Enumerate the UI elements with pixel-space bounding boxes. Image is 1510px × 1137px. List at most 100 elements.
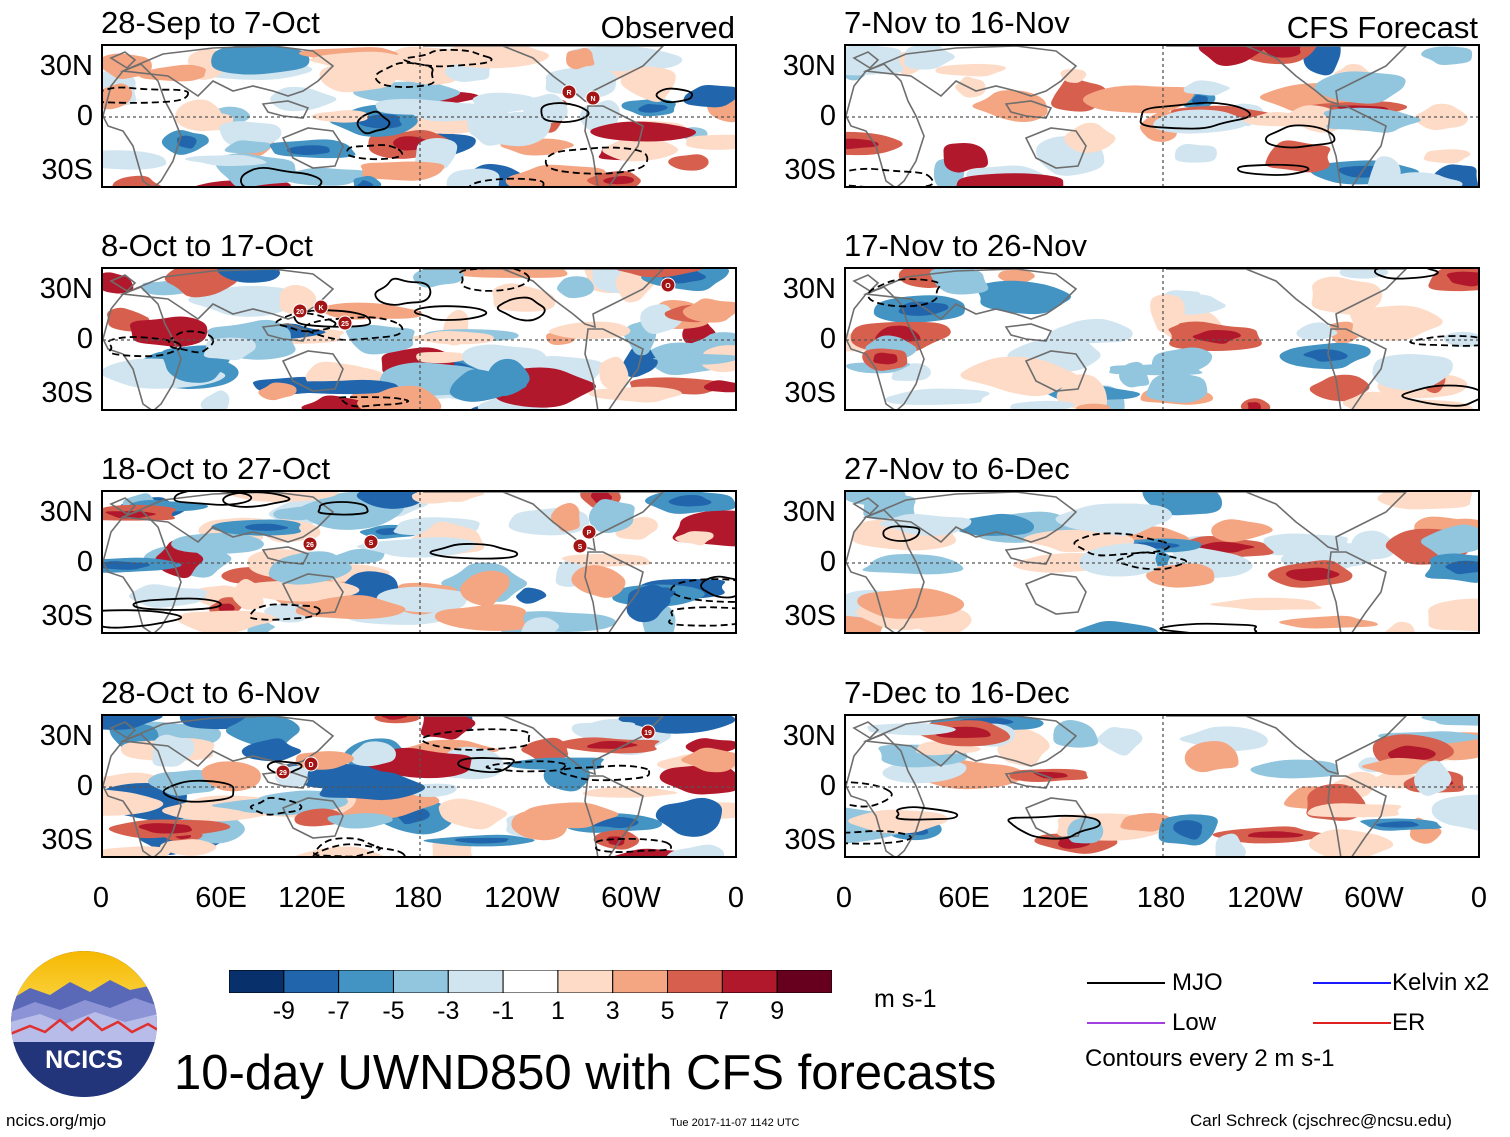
easterly-anomaly-shading [375, 98, 468, 115]
coastline [1004, 100, 1053, 119]
panel-title: 7-Nov to 16-Nov [844, 5, 1070, 40]
mjo-contour [240, 166, 323, 186]
map-panel [844, 267, 1480, 411]
easterly-anomaly-shading [270, 86, 337, 112]
coastline [862, 492, 1078, 544]
coastline [261, 546, 310, 565]
westerly-anomaly-shading [521, 737, 569, 762]
easterly-anomaly-shading [1119, 361, 1150, 388]
westerly-anomaly-core [954, 150, 979, 165]
easterly-anomaly-shading [1391, 172, 1463, 186]
westerly-anomaly-shading [411, 492, 454, 504]
coastline [119, 269, 335, 321]
mjo-contour [1116, 551, 1188, 571]
westerly-anomaly-shading [1350, 305, 1443, 341]
westerly-anomaly-shading [1060, 68, 1087, 83]
mjo-contour [317, 501, 369, 516]
mjo-contour [403, 48, 493, 68]
westerly-anomaly-core [1192, 329, 1241, 344]
main-title: 10-day UWND850 with CFS forecasts [174, 1046, 997, 1100]
coastline [1024, 127, 1087, 169]
easterly-anomaly-shading [929, 269, 989, 295]
colorbar-tick-label: -1 [491, 997, 515, 1025]
easterly-anomaly-shading [862, 554, 964, 575]
cyclone-symbol [292, 303, 308, 319]
westerly-anomaly-shading [1309, 374, 1370, 402]
tropical-cyclone-marker: R [561, 84, 577, 100]
easterly-anomaly-shading [1074, 621, 1159, 632]
tropical-cyclone-marker: N [585, 90, 601, 106]
cyclone-symbol [303, 756, 319, 772]
easterly-anomaly-shading [319, 771, 426, 801]
westerly-anomaly-shading [360, 161, 445, 181]
westerly-anomaly-shading [103, 789, 164, 816]
easterly-anomaly-shading [1372, 354, 1453, 391]
westerly-anomaly-core [640, 852, 673, 856]
tropical-cyclone-marker: S [363, 534, 379, 550]
westerly-anomaly-shading [505, 164, 606, 186]
easterly-anomaly-shading [273, 506, 318, 521]
mjo-contour [1374, 269, 1439, 280]
colorbar-tick-label: -7 [327, 997, 350, 1025]
footer-url[interactable]: ncics.org/mjo [6, 1111, 107, 1130]
easterly-anomaly-shading [846, 46, 904, 76]
mjo-contour [655, 87, 693, 104]
ncics-logo-graphic: NCICS [11, 951, 157, 1097]
westerly-anomaly-shading [447, 46, 549, 69]
easterly-anomaly-core [353, 578, 382, 600]
mjo-contour [266, 760, 303, 775]
cyclone-symbol [337, 315, 353, 331]
westerly-anomaly-shading [103, 846, 172, 856]
coastline [109, 497, 137, 516]
mjo-contour [303, 316, 404, 341]
westerly-anomaly-shading [232, 579, 264, 610]
easterly-anomaly-shading [487, 358, 530, 396]
coastline [584, 328, 644, 409]
mjo-contour [846, 167, 935, 186]
westerly-anomaly-shading [112, 175, 161, 186]
panel-title: 7-Dec to 16-Dec [844, 675, 1070, 710]
colorbar-box [612, 969, 669, 994]
colorbar-box [557, 969, 614, 994]
mjo-contour [338, 396, 410, 408]
tropical-cyclone-marker: K [313, 299, 329, 315]
westerly-anomaly-core [1247, 402, 1261, 409]
tropical-cyclone-marker: S [572, 538, 588, 554]
legend-line [1313, 1022, 1391, 1024]
tropical-cyclone-marker: 26 [302, 536, 318, 552]
legend-line [1087, 982, 1165, 984]
wind-anomaly-map [846, 46, 1478, 186]
lat-label: 30S [41, 600, 93, 632]
coastline [261, 323, 310, 342]
westerly-anomaly-core [1217, 46, 1250, 57]
westerly-anomaly-shading [309, 51, 417, 69]
westerly-anomaly-shading [434, 604, 527, 631]
mjo-contour [668, 606, 735, 627]
legend-label: MJO [1172, 969, 1223, 996]
legend-label: Low [1172, 1009, 1217, 1036]
easterly-anomaly-core [1445, 560, 1478, 575]
map-panel [844, 490, 1480, 634]
easterly-anomaly-shading [1431, 794, 1478, 831]
westerly-anomaly-shading [177, 610, 277, 632]
coastline [103, 63, 182, 186]
easterly-anomaly-shading [219, 121, 282, 149]
westerly-anomaly-shading [160, 839, 217, 856]
westerly-anomaly-shading [582, 786, 678, 798]
easterly-anomaly-shading [280, 167, 367, 186]
coastline [1004, 770, 1053, 789]
lon-label: 60W [1344, 882, 1404, 914]
cyclone-symbol [302, 536, 318, 552]
easterly-anomaly-shading [356, 537, 476, 558]
lat-label: 0 [76, 770, 93, 802]
mjo-contour [1159, 622, 1258, 632]
westerly-anomaly-shading [668, 154, 709, 171]
easterly-anomaly-shading [446, 168, 500, 186]
easterly-anomaly-core [1375, 821, 1419, 828]
westerly-anomaly-core [1285, 567, 1340, 582]
cyclone-symbol [275, 764, 291, 780]
tropical-cyclone-marker: D [303, 756, 319, 772]
westerly-anomaly-shading [703, 380, 735, 393]
westerly-anomaly-shading [972, 90, 1048, 122]
easterly-anomaly-shading [545, 66, 617, 99]
